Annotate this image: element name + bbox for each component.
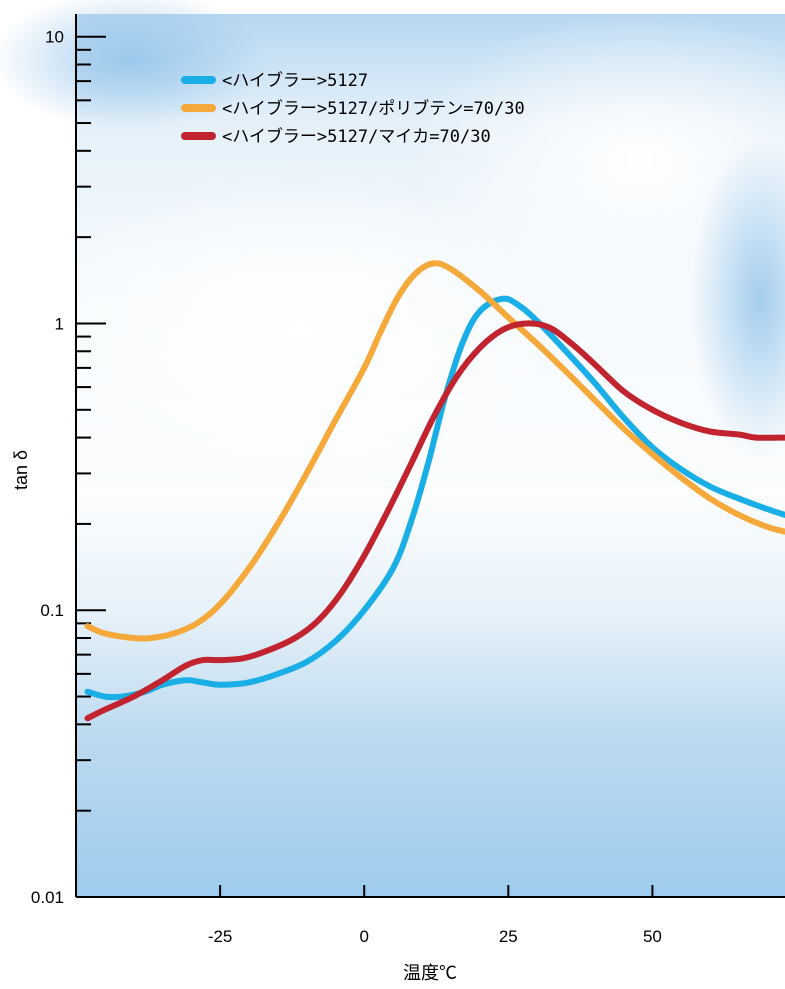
x-axis-title: 温度℃ (403, 963, 457, 983)
series-line-3 (84, 320, 785, 722)
series-layer (84, 260, 785, 722)
sky-spot (690, 140, 785, 460)
y-tick-label: 10 (45, 28, 64, 47)
x-tick-label: 0 (359, 927, 368, 946)
series-line-1 (84, 295, 785, 701)
sky-spot (0, 0, 270, 130)
y-tick-label: 0.1 (40, 601, 64, 620)
x-tick-label: 50 (643, 927, 662, 946)
series-line-2 (84, 260, 785, 642)
y-tick-label: 1 (55, 314, 64, 333)
legend-label-2: <ハイブラー>5127/ポリブテン=70/30 (222, 98, 525, 119)
y-tick-label: 0.01 (31, 888, 64, 907)
axes: 0.01 0.1 1 10 -25 0 25 50 (31, 14, 785, 946)
legend: <ハイブラー>5127 <ハイブラー>5127/ポリブテン=70/30 <ハイブラー… (181, 70, 525, 147)
x-tick-label: 25 (499, 927, 518, 946)
x-tick-label: -25 (208, 927, 233, 946)
y-axis-title: tan δ (11, 450, 31, 490)
legend-label-3: <ハイブラー>5127/マイカ=70/30 (222, 126, 491, 147)
cloud-highlight (40, 160, 560, 500)
legend-label-1: <ハイブラー>5127 (222, 70, 368, 91)
